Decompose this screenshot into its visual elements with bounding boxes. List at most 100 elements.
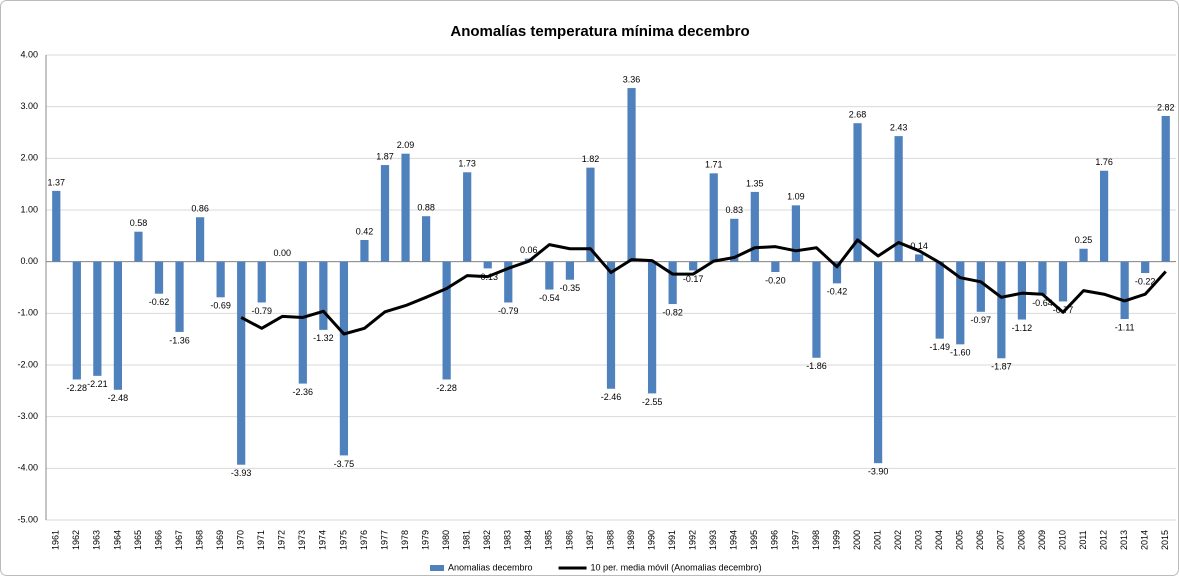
x-tick-label: 1989: [626, 530, 636, 550]
bar: [853, 123, 862, 262]
data-label: 0.14: [910, 241, 928, 251]
bar: [113, 261, 123, 390]
data-label: -0.20: [765, 275, 786, 285]
data-label: 1.82: [582, 154, 600, 164]
data-label: 1.73: [458, 159, 476, 169]
data-label: 1.71: [705, 160, 723, 170]
x-tick-label: 1973: [297, 530, 307, 550]
legend-label: 10 per. media móvil (Anomalias decembro): [591, 562, 762, 572]
bar: [1120, 261, 1129, 320]
x-tick-label: 1997: [790, 530, 800, 550]
x-tick-label: 2004: [934, 530, 944, 550]
bar: [935, 261, 944, 339]
bar: [771, 261, 780, 272]
bar: [72, 261, 81, 380]
bar: [1161, 115, 1170, 262]
data-label: -0.97: [971, 315, 992, 325]
bar: [1017, 261, 1027, 320]
data-label: 0.88: [417, 203, 435, 213]
x-tick-label: 1972: [277, 530, 287, 550]
x-tick-label: 2003: [914, 530, 924, 550]
chart-title: Anomalías temperatura mínima decembro: [450, 23, 749, 40]
data-label: 2.09: [397, 140, 415, 150]
y-tick-label: 3.00: [20, 101, 38, 111]
moving-average-line: [240, 238, 1167, 336]
data-label: 2.43: [890, 122, 908, 132]
bar: [1058, 261, 1068, 302]
y-tick-label: 1.00: [20, 204, 38, 214]
data-label: 0.25: [1075, 235, 1093, 245]
data-label: 1.09: [787, 192, 805, 202]
x-tick-label: 1963: [92, 530, 102, 550]
data-label: -1.11: [1115, 322, 1135, 332]
y-tick-label: 2.00: [20, 153, 38, 163]
x-tick-label: 1992: [688, 530, 698, 550]
x-tick-label: 1980: [441, 530, 451, 550]
x-tick-label: 2002: [893, 530, 903, 550]
bar: [298, 261, 307, 384]
bar: [463, 172, 472, 262]
bar: [401, 153, 410, 262]
data-label: -2.21: [87, 379, 108, 389]
y-tick-label: 0.00: [20, 256, 38, 266]
legend-label: Anomalias decembro: [448, 562, 533, 572]
x-tick-label: 1967: [174, 530, 184, 550]
data-label: -2.48: [108, 393, 129, 403]
bar: [976, 261, 985, 312]
x-tick-label: 2009: [1037, 530, 1047, 550]
x-tick-label: 1982: [482, 530, 492, 550]
data-label: -0.17: [683, 274, 704, 284]
data-label: 0.06: [520, 245, 538, 255]
data-label: -2.46: [601, 392, 622, 402]
bar: [483, 261, 492, 269]
x-tick-label: 1988: [605, 530, 615, 550]
x-tick-label: 2014: [1140, 530, 1150, 550]
data-label: -0.69: [210, 301, 231, 311]
x-tick-label: 1974: [318, 530, 328, 550]
legend-swatch: [430, 565, 444, 571]
data-label: -0.82: [662, 307, 683, 317]
bar: [812, 261, 821, 358]
bar: [93, 261, 102, 376]
data-label: 1.87: [376, 151, 394, 161]
data-label: -0.42: [827, 287, 848, 297]
x-tick-label: 2012: [1098, 530, 1108, 550]
bar: [421, 216, 431, 262]
bar: [832, 261, 842, 284]
data-label: 2.82: [1157, 102, 1175, 112]
bar: [565, 261, 575, 280]
x-tick-label: 1990: [646, 530, 656, 550]
bar: [647, 261, 657, 394]
data-label: -1.60: [950, 348, 971, 358]
y-tick-label: -1.00: [17, 308, 38, 318]
x-tick-label: 1970: [236, 530, 246, 550]
x-tick-label: 1965: [133, 530, 143, 550]
x-tick-label: 1986: [564, 530, 574, 550]
x-tick-label: 2001: [872, 530, 882, 550]
data-label: -1.32: [313, 333, 334, 343]
data-label: -0.79: [498, 306, 519, 316]
x-tick-label: 1998: [811, 530, 821, 550]
data-label: 2.68: [849, 110, 867, 120]
y-tick-label: -2.00: [17, 359, 38, 369]
bar: [689, 261, 698, 271]
x-tick-label: 2011: [1078, 530, 1088, 549]
data-label: -2.36: [293, 387, 314, 397]
data-label: -0.77: [1053, 305, 1074, 315]
bar: [380, 165, 390, 262]
x-tick-label: 1985: [544, 530, 554, 550]
x-tick-label: 1981: [462, 530, 472, 550]
x-tick-label: 1971: [256, 530, 266, 550]
x-tick-label: 2010: [1057, 530, 1067, 550]
bar: [873, 261, 883, 464]
y-tick-label: -5.00: [17, 514, 38, 524]
data-label: -0.54: [539, 293, 560, 303]
bar: [709, 173, 718, 262]
x-tick-label: 1969: [215, 530, 225, 550]
bar: [360, 239, 369, 262]
bar: [1141, 261, 1150, 274]
x-tick-label: 2006: [975, 530, 985, 550]
x-tick-label: 1975: [338, 530, 348, 550]
bar: [442, 261, 451, 380]
x-tick-label: 1991: [667, 530, 677, 550]
